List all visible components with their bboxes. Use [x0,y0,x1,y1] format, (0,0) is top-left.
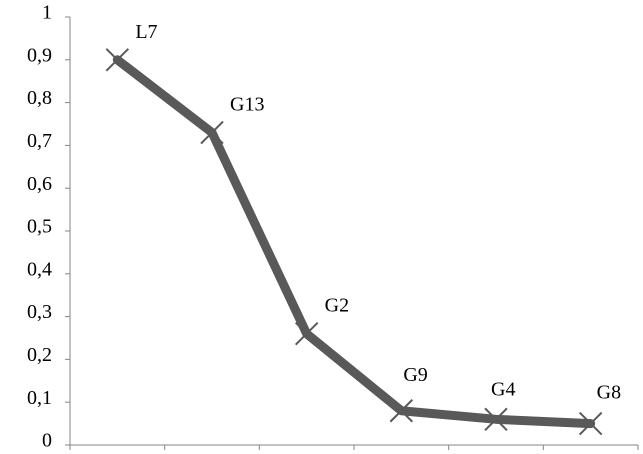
y-tick-label: 0,8 [27,87,52,109]
y-tick-label: 1 [42,2,52,24]
data-label-g4: G4 [491,378,515,400]
data-label-g2: G2 [325,295,349,317]
data-label-g9: G9 [403,364,427,386]
y-axis-tick-labels: 0 0,1 0,2 0,3 0,4 0,5 0,6 0,7 0,8 0,9 1 [27,2,70,452]
y-tick-label: 0,5 [27,216,52,238]
y-tick-label: 0,2 [27,344,52,366]
y-tick-label: 0,6 [27,173,52,195]
y-tick-label: 0,7 [27,130,52,152]
data-point-marker [578,411,603,436]
y-tick-label: 0,9 [27,44,52,66]
data-label-g8: G8 [597,382,621,404]
y-tick-label: 0,3 [27,301,52,323]
y-tick-label: 0 [42,430,52,452]
series-markers [105,48,603,436]
data-point-marker [389,399,414,423]
data-label-l7: L7 [135,21,157,43]
data-point-marker [484,407,508,432]
data-point-marker [200,120,224,145]
x-axis-tick-marks [69,445,639,450]
y-tick-label: 0,4 [27,258,52,280]
data-label-g13: G13 [230,94,264,116]
series-line [112,55,596,429]
data-labels: L7 G13 G2 G9 G4 G8 [135,21,621,404]
y-tick-label: 0,1 [27,387,52,409]
data-point-marker [105,48,130,72]
data-point-marker [294,322,319,346]
